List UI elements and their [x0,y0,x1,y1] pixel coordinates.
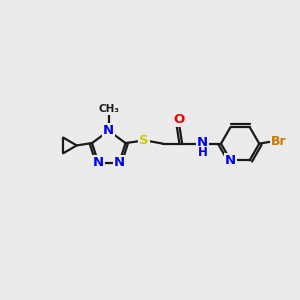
Text: N: N [103,124,114,137]
Text: N: N [225,154,236,167]
Text: N: N [197,136,208,149]
Text: O: O [173,113,185,126]
Text: H: H [198,146,208,159]
Text: N: N [114,156,125,169]
Text: Br: Br [271,135,286,148]
Text: CH₃: CH₃ [98,104,119,114]
Text: S: S [139,134,148,147]
Text: N: N [93,156,104,169]
